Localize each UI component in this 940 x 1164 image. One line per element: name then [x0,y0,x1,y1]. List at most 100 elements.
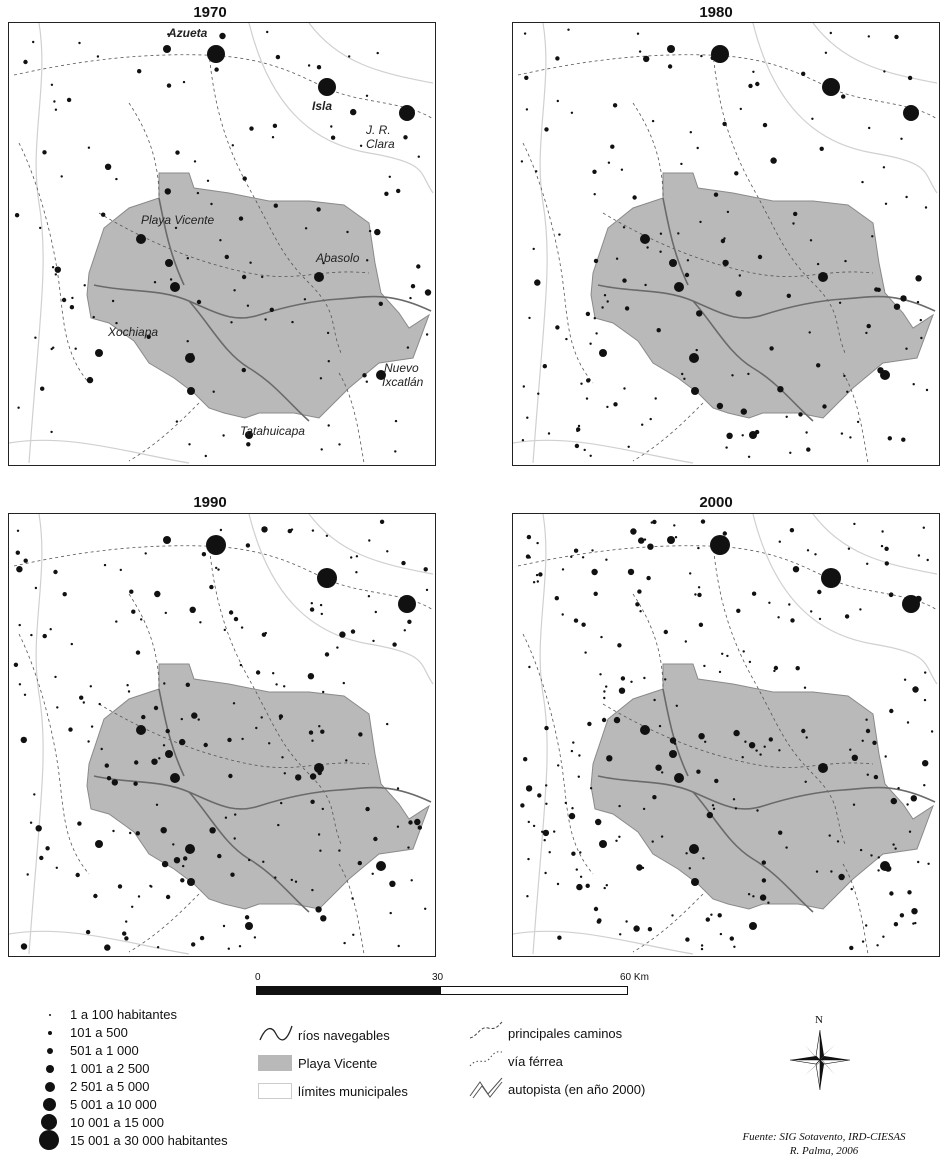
settlement-dot [104,944,111,951]
settlement-dot [849,748,852,751]
settlement-dot [555,325,560,330]
municipal-swatch [258,1083,292,1099]
settlement-dot [238,216,244,221]
settlement-dot [868,126,871,130]
settlement-dot [688,867,691,870]
road-line [208,543,342,845]
place-label-playa-vicente: Playa Vicente [141,213,215,227]
settlement-dot [53,100,56,103]
settlement-dot [680,162,683,166]
settlement-dot [362,373,367,378]
settlement-dot [209,584,214,590]
municipal-boundary [248,514,434,685]
settlement-dot [316,207,321,212]
settlement-dot [686,259,690,262]
settlement-dot [101,212,106,217]
settlement-dot [322,690,325,694]
settlement-dot [161,860,169,868]
settlement-dot [355,571,358,574]
settlement-dot [90,725,94,728]
settlement-dot [890,797,897,805]
settlement-dot [272,123,278,128]
settlement-dot [255,670,261,675]
settlement-dot [20,943,28,950]
settlement-dot [888,592,894,598]
settlement-dot [394,419,398,423]
settlement-dot [817,589,822,595]
settlement-dot [744,740,747,743]
settlement-dot [747,372,750,376]
legend-dot [46,1065,54,1073]
settlement-dot [366,259,369,262]
settlement-dot [224,816,228,819]
settlement-dot [584,651,587,654]
settlement-dot [135,831,140,836]
settlement-dot [215,566,218,570]
settlement-dot [592,169,597,174]
settlement-dot [733,945,736,948]
settlement-dot [651,840,654,843]
municipal-boundary [752,514,938,685]
settlement-dot [230,321,233,324]
settlement-dot [523,32,527,35]
settlement-dot [414,818,421,826]
settlement-dot [829,31,832,35]
town-dot [165,259,173,267]
settlement-dot [884,755,887,758]
settlement-dot [407,619,412,624]
road-line [632,102,664,199]
settlement-dot [627,568,635,576]
settlement-dot [538,572,543,577]
settlement-dot [638,537,645,544]
settlement-dot [570,555,573,558]
settlement-dot [636,32,640,35]
municipal-boundary [9,930,190,955]
settlement-dot [283,685,286,688]
settlement-dot [922,760,929,767]
settlement-dot [698,733,705,740]
settlement-dot [738,274,741,277]
settlement-dot [721,652,724,655]
settlement-dot [273,203,278,208]
settlement-dot [320,448,323,451]
settlement-dot [568,812,576,820]
road-line [842,372,869,464]
settlement-dot [217,568,220,571]
settlement-dot [133,781,138,786]
settlement-dot [241,367,246,373]
settlement-dot [747,893,751,896]
town-dot [398,595,416,613]
road-line [208,52,342,354]
settlement-dot [264,318,267,321]
settlement-dot [575,868,578,871]
settlement-dot [696,146,699,150]
settlement-dot [69,305,75,310]
settlement-dot [589,454,592,457]
settlement-dot [182,80,186,84]
region-area [86,663,430,910]
legend-railway-label: vía férrea [508,1054,563,1069]
settlement-dot [524,75,529,80]
settlement-dot [830,870,833,873]
settlement-dot [245,543,251,548]
settlement-dot [525,785,533,792]
town-dot [95,840,103,848]
settlement-dot [917,554,921,557]
settlement-dot [735,290,742,297]
settlement-dot [111,779,119,786]
settlement-dot [346,230,349,234]
settlement-dot [923,698,927,702]
settlement-dot [92,315,95,319]
settlement-dot [542,829,550,837]
municipal-boundary [752,23,938,194]
settlement-dot [605,558,608,561]
town-dot [674,773,684,783]
settlement-dot [767,901,770,904]
settlement-dot [846,390,849,393]
settlement-dot [816,363,821,368]
settlement-dot [731,374,734,377]
settlement-dot [905,195,908,199]
settlement-dot [661,771,664,774]
settlement-dot [255,726,258,730]
settlement-dot [729,936,734,941]
